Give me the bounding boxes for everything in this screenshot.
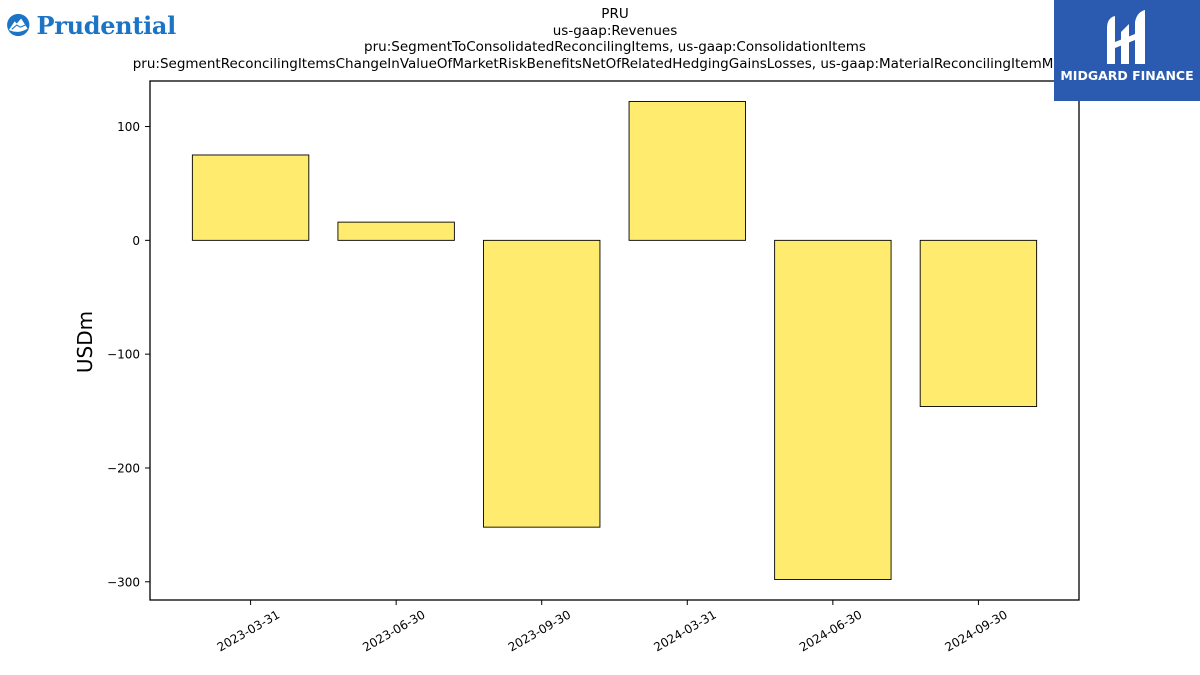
y-tick-label: 100 [117, 120, 140, 134]
plot-frame [149, 80, 1080, 601]
midgard-finance-wordmark: MIDGARD FINANCE [1060, 68, 1194, 83]
prudential-wordmark: Prudential [36, 10, 176, 40]
x-tick-label: 2024-09-30 [943, 607, 1010, 654]
midgard-monogram-icon [1107, 10, 1145, 64]
bar-2024-03-31 [628, 101, 746, 241]
title-line-axis: pru:SegmentToConsolidatedReconcilingItem… [364, 39, 866, 55]
x-tick-label: 2024-03-31 [651, 607, 718, 654]
chart-title-block: PRU us-gaap:Revenues pru:SegmentToConsol… [0, 6, 1200, 72]
bar-2024-06-30 [774, 239, 892, 580]
bar-2023-09-30 [483, 239, 601, 528]
x-tick-label: 2023-09-30 [506, 607, 573, 654]
y-tick-label: −300 [107, 575, 140, 589]
title-line-member: pru:SegmentReconcilingItemsChangeInValue… [132, 55, 1098, 72]
bar-2023-03-31 [191, 154, 310, 241]
y-tick-label: 0 [132, 234, 140, 248]
title-line-ticker: PRU [601, 6, 629, 22]
prudential-logo: Prudential [6, 6, 176, 44]
midgard-finance-logo: MIDGARD FINANCE [1054, 0, 1200, 101]
bar-2023-06-30 [337, 221, 455, 241]
y-axis-label: USDm [73, 311, 97, 373]
x-tick-label: 2023-06-30 [360, 607, 427, 654]
title-line-concept: us-gaap:Revenues [552, 22, 678, 39]
y-tick-label: −200 [107, 461, 140, 475]
x-tick-label: 2023-03-31 [215, 607, 282, 654]
bar-2024-09-30 [919, 239, 1038, 407]
rock-icon [7, 13, 30, 37]
y-tick-label: −100 [107, 348, 140, 362]
x-tick-label: 2024-06-30 [797, 607, 864, 654]
